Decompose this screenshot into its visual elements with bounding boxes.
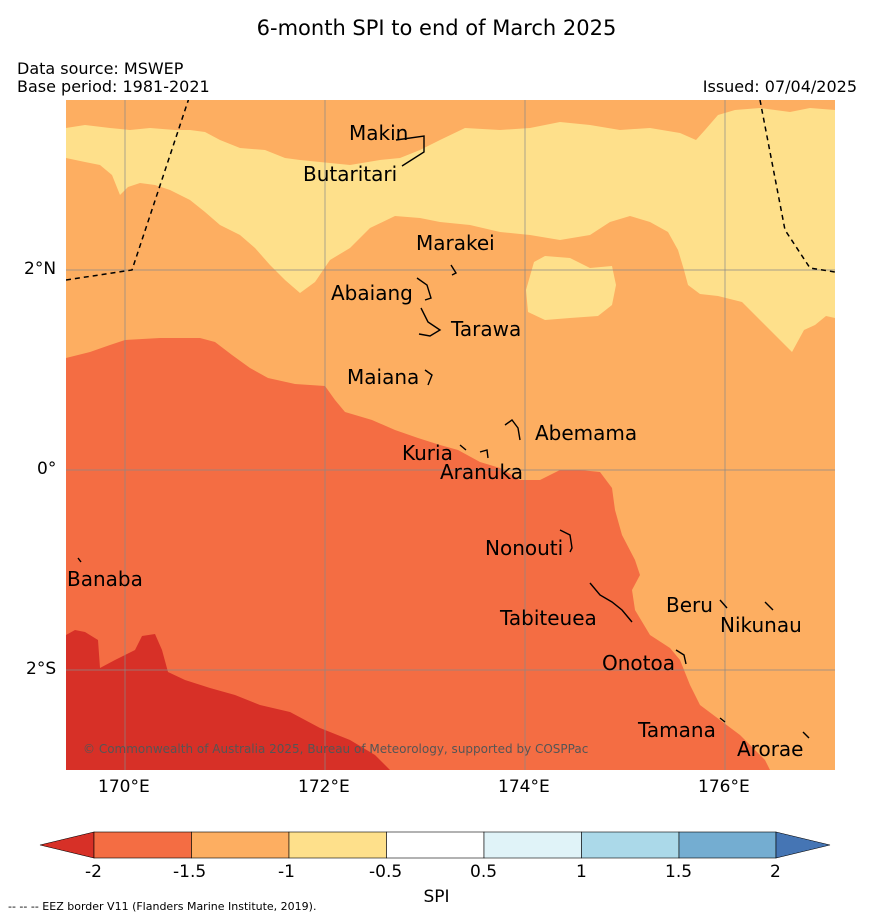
base-period-label: Base period: 1981-2021 [17,77,210,96]
map-panel [66,100,835,770]
place-label-kuria: Kuria [402,441,453,465]
lat-label: 2°N [24,259,57,279]
lon-label: 172°E [298,777,350,797]
place-label-abaiang: Abaiang [331,281,413,305]
place-label-marakei: Marakei [416,231,495,255]
place-label-nikunau: Nikunau [720,613,802,637]
lat-label: 2°S [26,659,57,679]
place-label-beru: Beru [666,593,713,617]
place-label-maiana: Maiana [347,365,420,389]
colorbar-tick: 2 [770,862,781,882]
issued-date-label: Issued: 07/04/2025 [702,77,857,96]
spi-zone-minus-1-pocket [526,256,616,320]
place-label-arorae: Arorae [737,737,804,761]
place-label-tarawa: Tarawa [451,317,522,341]
copyright-notice: © Commonwealth of Australia 2025, Bureau… [83,742,589,756]
eez-legend: -- -- -- EEZ border V11 (Flanders Marine… [8,900,317,913]
colorbar-tick: -0.5 [369,862,403,882]
place-label-abemama: Abemama [535,421,638,445]
place-label-banaba: Banaba [67,567,143,591]
lon-label: 174°E [498,777,550,797]
colorbar [39,831,831,859]
colorbar-tick: -2 [85,862,102,882]
colorbar-tick: 1 [576,862,587,882]
data-source-label: Data source: MSWEP [17,59,184,78]
place-label-butaritari: Butaritari [303,162,398,186]
lon-label: 170°E [98,777,150,797]
spi-zone-below-minus-2 [66,630,390,770]
eez-border [66,100,835,281]
colorbar-label: SPI [423,887,450,907]
place-label-aranuka: Aranuka [440,460,523,484]
spi-zone-minus-1 [66,100,835,352]
place-label-tabiteuea: Tabiteuea [500,606,597,630]
colorbar-tick: 1.5 [665,862,693,882]
map-title: 6-month SPI to end of March 2025 [256,16,617,40]
place-label-nonouti: Nonouti [485,536,564,560]
colorbar-tick: 0.5 [470,862,498,882]
spi-zone-minus-2 [66,338,770,770]
colorbar-extend-high [775,831,831,859]
island-outlines [77,135,810,739]
graticule [66,100,835,770]
colorbar-tick: -1.5 [173,862,207,882]
place-label-onotoa: Onotoa [602,651,675,675]
lon-label: 176°E [698,777,750,797]
colorbar-tick: -1 [278,862,295,882]
spi-zone-minus-1-5-pocket [66,100,835,165]
place-label-tamana: Tamana [638,718,716,742]
place-label-makin: Makin [349,121,409,145]
colorbar-extend-low [39,831,95,859]
lat-label: 0° [37,459,57,479]
